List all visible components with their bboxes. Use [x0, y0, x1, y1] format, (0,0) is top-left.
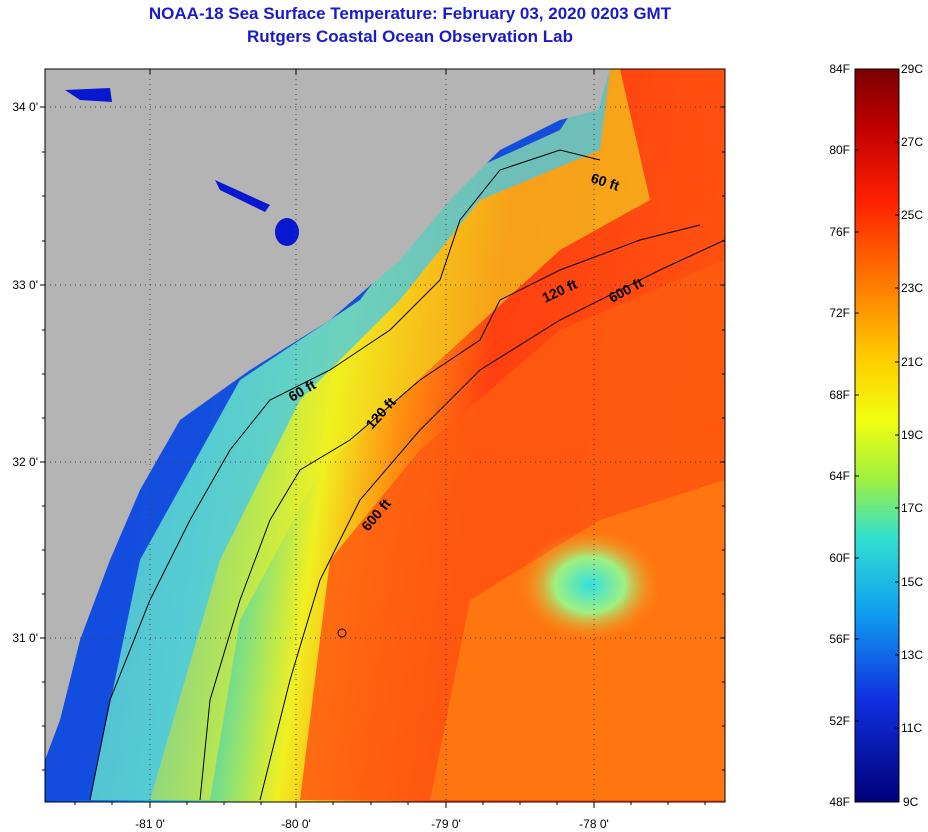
map-subtitle: Rutgers Coastal Ocean Observation Lab: [247, 27, 573, 46]
latitude-label: 31 0': [12, 631, 38, 645]
colorbar-label-c: 29C: [901, 62, 923, 76]
colorbar-label-f: 52F: [829, 714, 850, 728]
latitude-label: 34 0': [12, 100, 38, 114]
longitude-label: -80 0': [281, 817, 311, 831]
map-title: NOAA-18 Sea Surface Temperature: Februar…: [148, 4, 672, 23]
colorbar-label-c: 15C: [901, 575, 923, 589]
inland-lake: [275, 218, 299, 246]
map-plot-area: 60 ft 120 ft 600 ft 60 ft 120 ft 600 ft: [45, 69, 725, 802]
inland-river: [215, 180, 270, 212]
latitude-label: 33 0': [12, 278, 38, 292]
colorbar-ticks: [855, 141, 899, 729]
grid-lines: [45, 69, 725, 802]
contour-spot: [337, 628, 347, 638]
colorbar-label-f: 76F: [829, 225, 850, 239]
colorbar-label-c: 25C: [901, 208, 923, 222]
colorbar-label-f: 64F: [829, 469, 850, 483]
longitude-label: -78 0': [579, 817, 609, 831]
colorbar-label-c: 13C: [901, 648, 923, 662]
colorbar-label-f: 84F: [829, 62, 850, 76]
colorbar-label-f: 48F: [829, 795, 850, 809]
colorbar-label-c: 19C: [901, 428, 923, 442]
colorbar-label-f: 72F: [829, 306, 850, 320]
axis-ticks: [40, 69, 725, 808]
colorbar-label-c: 17C: [901, 501, 923, 515]
land-area: [45, 69, 610, 760]
longitude-label: -81 0': [135, 817, 165, 831]
map-frame: [44, 68, 726, 803]
colorbar-label-f: 60F: [829, 551, 850, 565]
cold-eddy: [520, 530, 660, 640]
colorbar-label-f: 68F: [829, 388, 850, 402]
contour-120ft: [199, 224, 701, 801]
longitude-label: -79 0': [431, 817, 461, 831]
colorbar-label-c: 27C: [901, 135, 923, 149]
colorbar-label-f: 56F: [829, 632, 850, 646]
colorbar-gradient: [854, 68, 900, 803]
colorbar-label-f: 80F: [829, 143, 850, 157]
inland-lake: [65, 88, 112, 102]
latitude-label: 32 0': [12, 455, 38, 469]
colorbar-label-c: 11C: [901, 721, 922, 735]
colorbar-label-c: 21C: [901, 355, 923, 369]
colorbar-label-c: 9C: [903, 795, 919, 809]
colorbar-label-c: 23C: [901, 281, 923, 295]
contour-600ft: [259, 239, 725, 801]
